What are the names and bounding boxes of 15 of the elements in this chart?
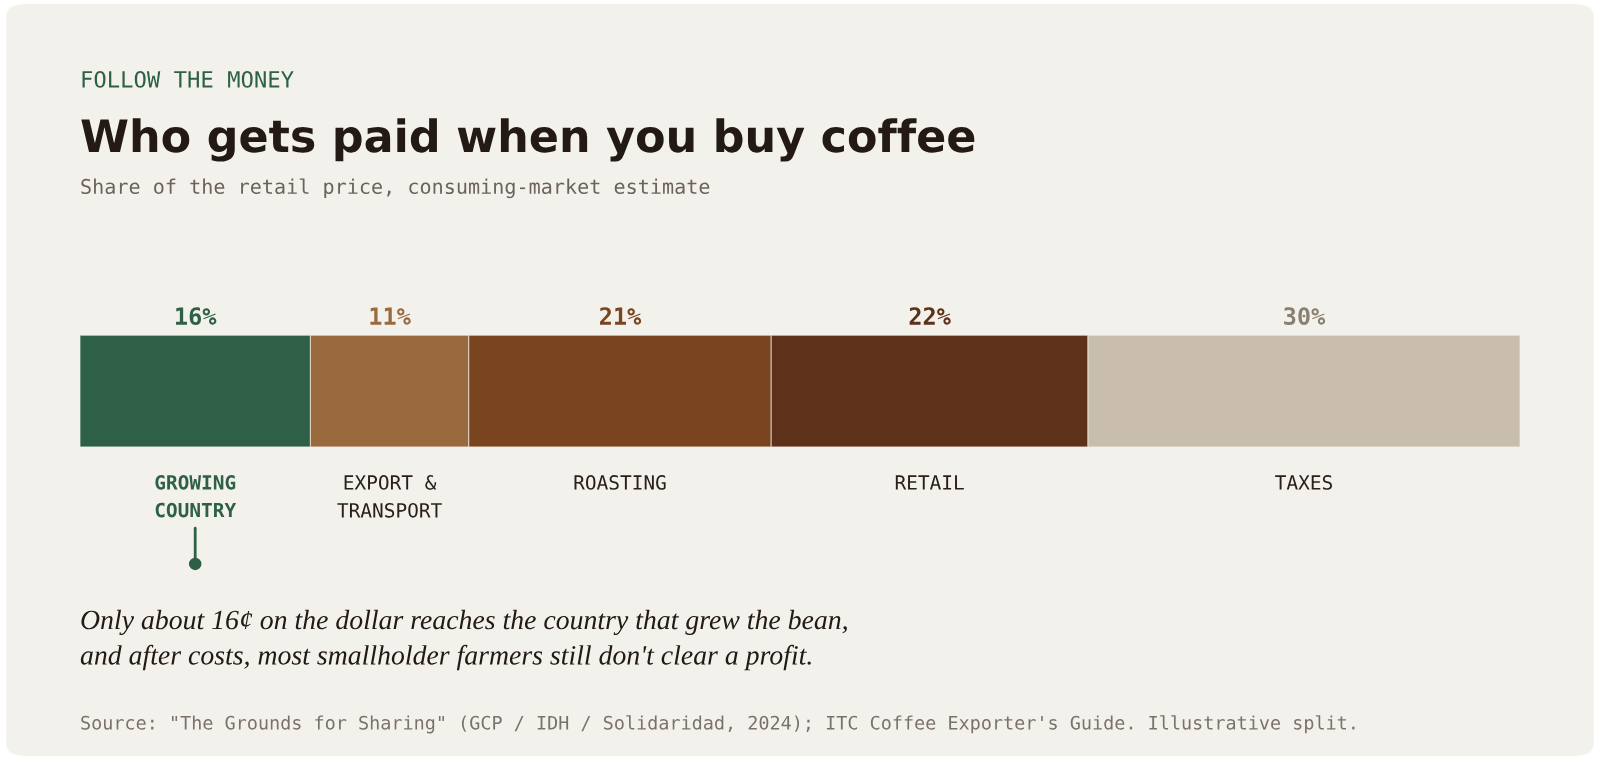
- series-label: RETAIL: [895, 475, 964, 490]
- text: FOLLOW THE MONEY: [82, 70, 294, 88]
- text: Only about 16¢ on the dollar reaches the country that grew the bean, and after costs, most smallholder farmers still don't clear a profit.: [80, 609, 847, 671]
- series-label: GROWING COUNTRY: [155, 475, 237, 518]
- series-label: TAXES: [1275, 475, 1332, 490]
- series-label: EXPORT & TRANSPORT: [337, 475, 442, 518]
- source-note: Source: "The Grounds for Sharing" (GCP / IDH / Solidaridad, 2024); ITC Coffee Exporter's Guide. Illustrative split.: [81, 715, 1355, 734]
- data-label: 16%: [176, 307, 217, 326]
- data-label: 30%: [1284, 307, 1326, 326]
- data-label: 21%: [600, 307, 642, 325]
- chart-subtitle: Share of the retail price, consuming-market estimate: [81, 178, 710, 199]
- series-label: ROASTING: [574, 475, 666, 490]
- chart-title: Who gets paid when you buy coffee: [81, 118, 975, 162]
- data-label: 22%: [909, 307, 951, 325]
- data-label: 11%: [370, 307, 411, 325]
